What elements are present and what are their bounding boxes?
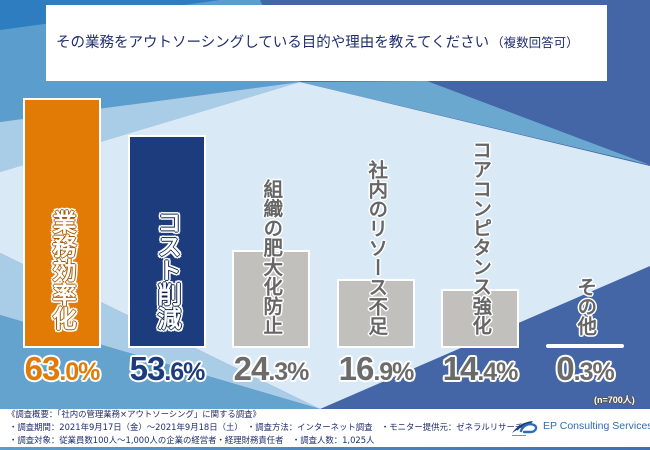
brand-name: EP Consulting Services (543, 420, 650, 432)
bar (546, 343, 624, 348)
survey-info: 《調査概要：「社内の管理業務×アウトソーシング」に関する調査》 ・調査期間：20… (7, 408, 523, 447)
title-box: その業務をアウトソーシングしている目的や理由を教えてください （複数回答可） (46, 5, 607, 81)
sample-size-note: (n=700人) (594, 395, 635, 405)
survey-period-method: ・調査期間：2021年9月17日（金）～2021年9月18日（土） ・調査方法：… (9, 422, 524, 432)
bar-column: 組織の肥大化防止 24.3% (232, 0, 310, 450)
bar-column: 業務効率化 63.0% (23, 0, 101, 450)
bar-column: コアコンピタンス強化 14.4% (441, 0, 519, 450)
data-label-decimal: .9% (373, 358, 414, 386)
bar-column: コスト削減 53.6% (128, 0, 206, 450)
bar (128, 134, 206, 348)
data-label: 14.4% (420, 351, 540, 394)
data-label: 24.3% (211, 351, 331, 394)
chart-title-main: その業務をアウトソーシングしている目的や理由を教えてください (56, 35, 490, 51)
bottom-stripe (0, 447, 650, 450)
bar (232, 249, 310, 348)
data-label-integer: 53 (129, 350, 166, 387)
data-label-decimal: .3% (573, 358, 615, 386)
data-label-integer: 63 (24, 350, 61, 387)
data-label: 16.9% (316, 351, 436, 394)
chart-subtitle: （複数回答可） (491, 35, 579, 50)
data-label-integer: 16 (338, 350, 375, 387)
survey-target-count: ・調査対象：従業員数100人～1,000人の企業の経営者・経理財務責任者 ・調査… (9, 435, 375, 445)
footer: 《調査概要：「社内の管理業務×アウトソーシング」に関する調査》 ・調査期間：20… (0, 409, 650, 447)
bar-column: その他 0.3% (546, 0, 624, 450)
category-label: その他 (573, 276, 597, 336)
data-label: 0.3% (525, 351, 645, 394)
chart-title: その業務をアウトソーシングしている目的や理由を教えてください （複数回答可） (56, 32, 579, 53)
bar (23, 98, 101, 348)
data-label: 53.6% (107, 351, 227, 394)
ep-logo-icon (512, 421, 538, 436)
category-label: コスト削減 (153, 210, 181, 330)
background-shape (300, 81, 650, 165)
bar (441, 288, 519, 348)
bar-column: 社内のリソース不足 16.9% (337, 0, 415, 450)
category-label: コアコンピタンス強化 (468, 140, 492, 335)
category-label: 業務効率化 (48, 210, 76, 330)
data-label-integer: 0 (556, 350, 574, 387)
data-label-integer: 14 (442, 350, 479, 387)
bar (337, 278, 415, 348)
data-label-decimal: .4% (477, 358, 518, 386)
data-label: 63.0% (2, 351, 122, 394)
category-label: 社内のリソース不足 (364, 159, 388, 336)
category-label: 組織の肥大化防止 (259, 179, 283, 335)
data-label-decimal: .0% (59, 358, 100, 386)
data-label-decimal: .3% (268, 358, 309, 386)
survey-title: 《調査概要：「社内の管理業務×アウトソーシング」に関する調査》 (7, 409, 261, 419)
data-label-integer: 24 (233, 350, 270, 387)
data-label-decimal: .6% (164, 358, 205, 386)
